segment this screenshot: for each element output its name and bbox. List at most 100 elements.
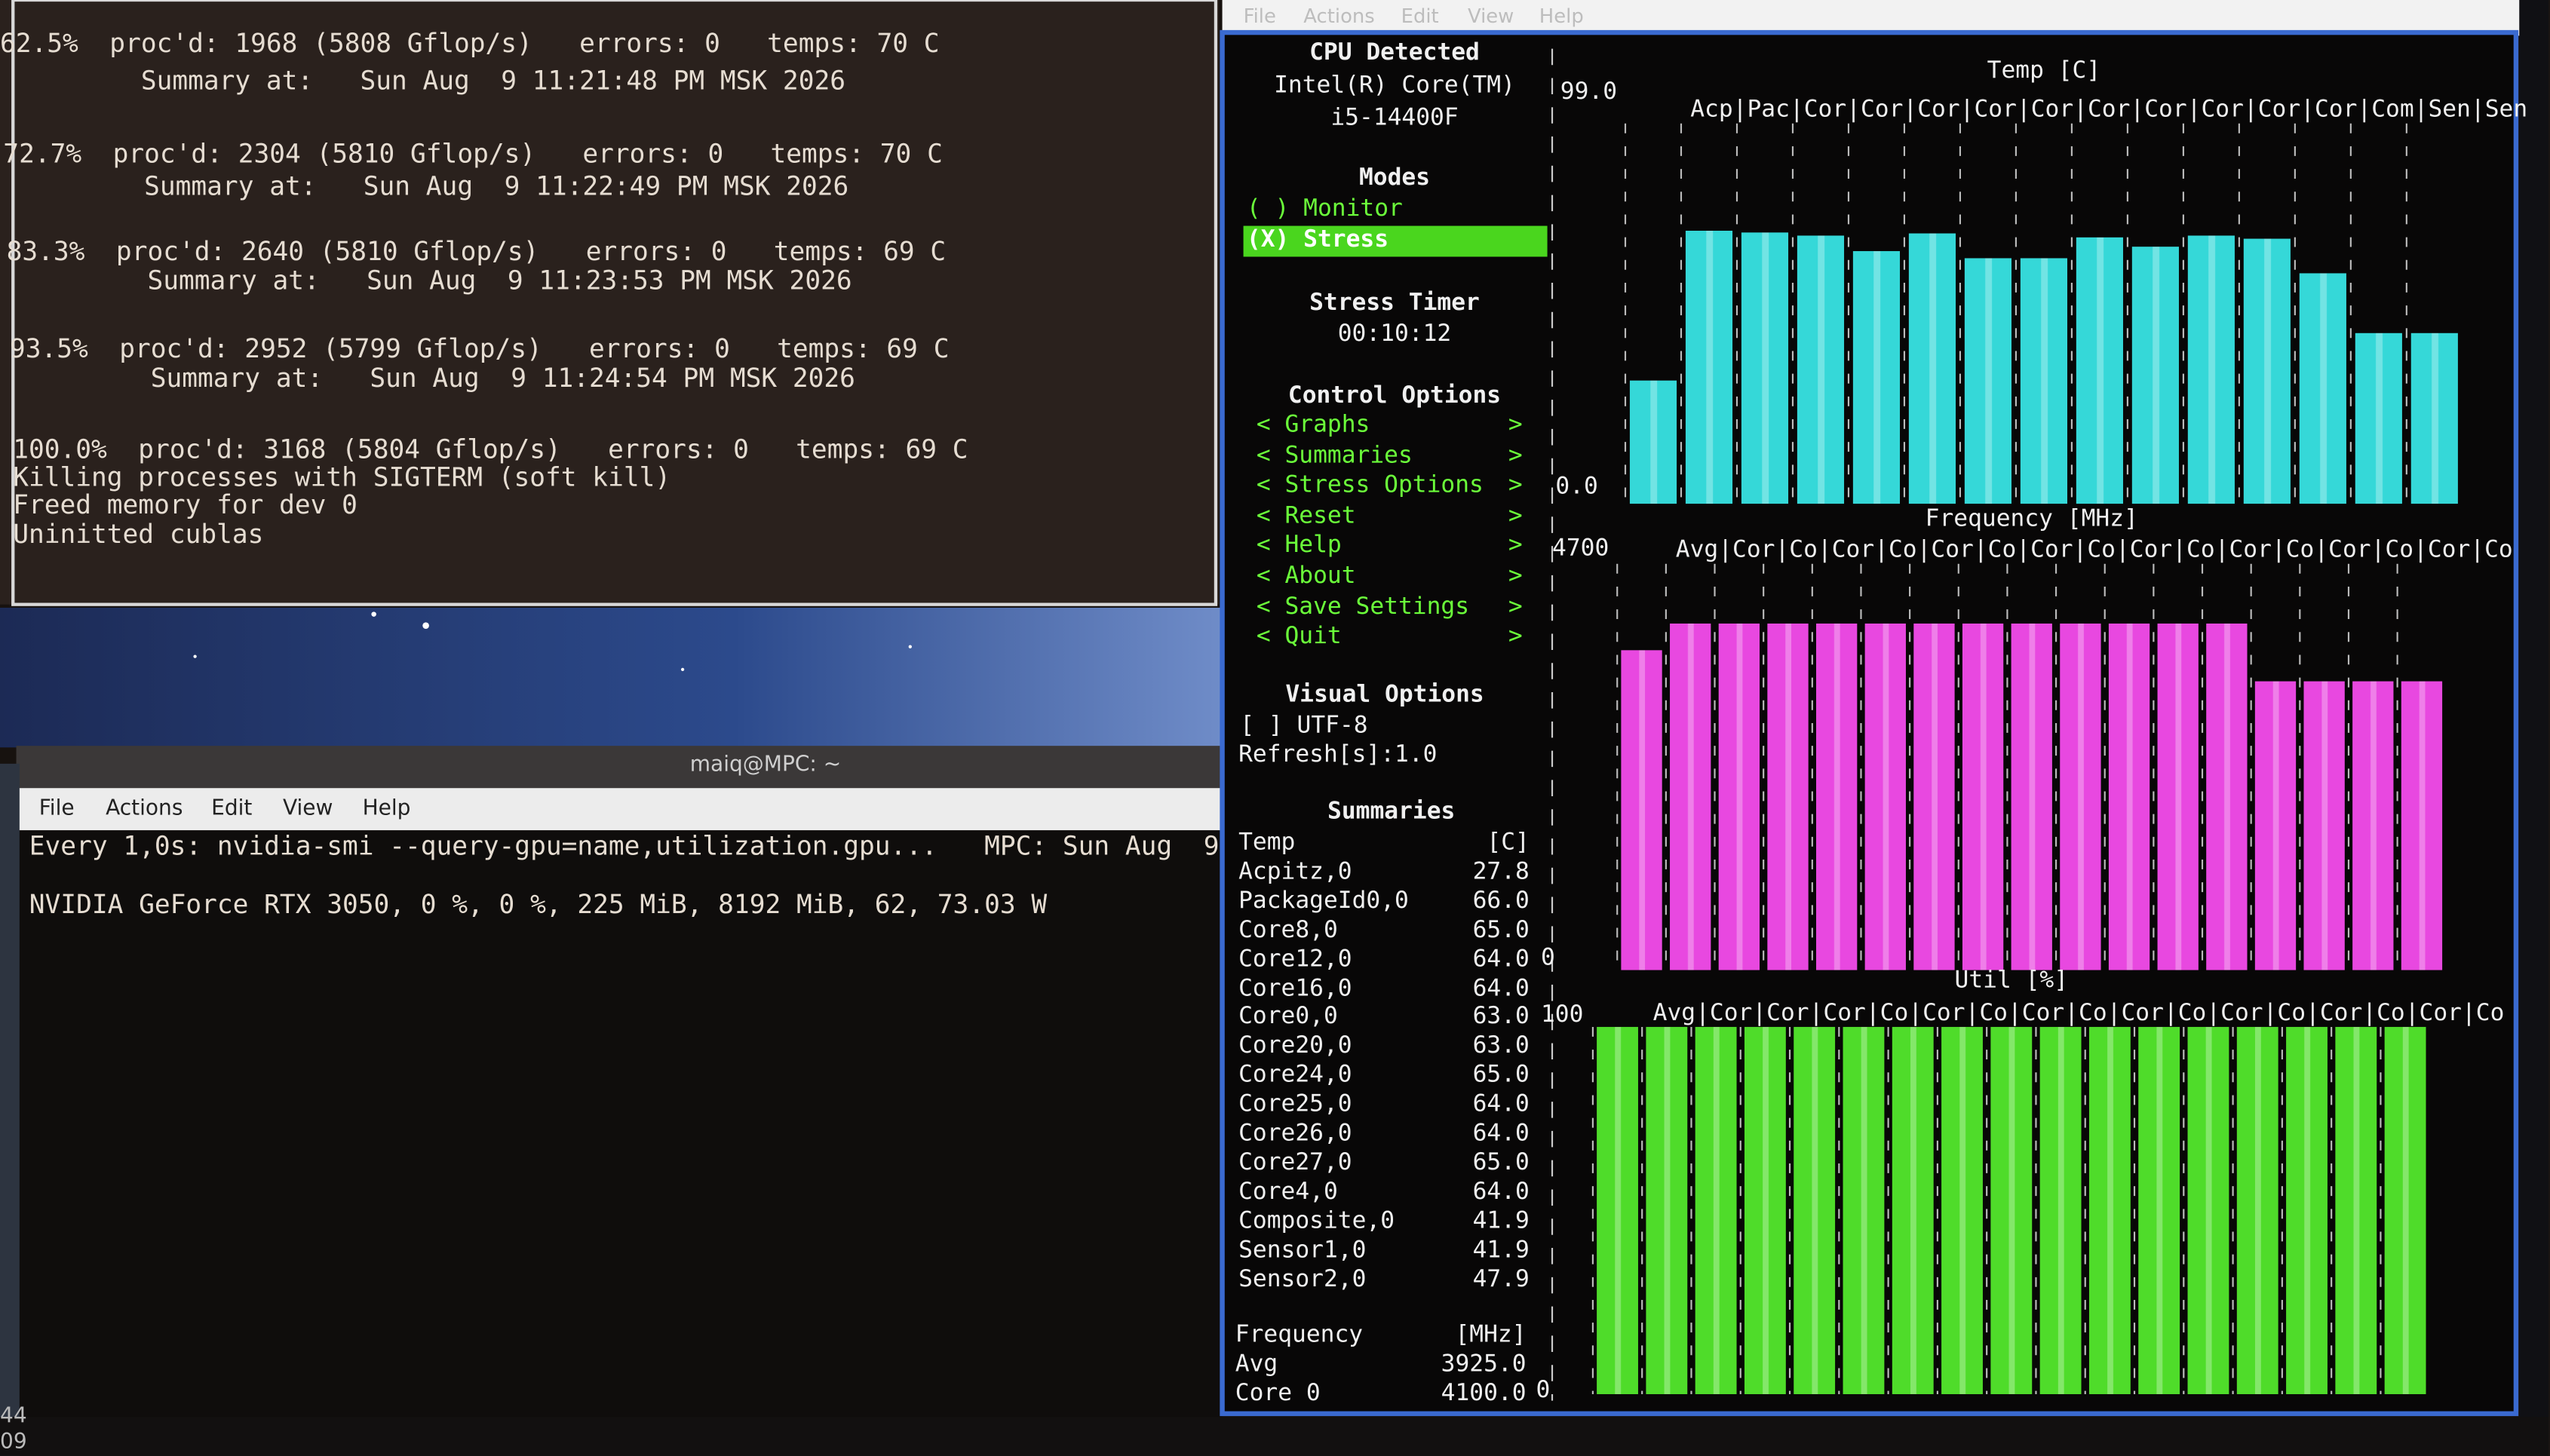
terminal-line: 83.3% proc'd: 2640 (5810 Gflop/s) errors…	[6, 235, 947, 267]
title-bar	[16, 746, 1223, 789]
bar	[2039, 1026, 2082, 1394]
graph-title: Temp [C]	[1987, 58, 2101, 84]
control-option: < Graphs	[1256, 412, 1370, 439]
bar	[1685, 231, 1733, 504]
bar	[1941, 1026, 1983, 1394]
stui-menu-bar	[1222, 0, 2523, 36]
heading: Modes	[1358, 165, 1431, 192]
summary-name: Acpitz,0	[1238, 859, 1352, 885]
control-arrow: >	[1508, 412, 1523, 439]
menu-item: Help	[1539, 5, 1584, 28]
summary-value: 65.0	[1472, 1149, 1530, 1176]
terminal-line: 62.5% proc'd: 1968 (5808 Gflop/s) errors…	[0, 27, 940, 59]
bar	[1843, 1026, 1885, 1394]
summary-value: 64.0	[1472, 1120, 1530, 1147]
bar	[2020, 258, 2067, 504]
control-option: < Save Settings	[1256, 593, 1470, 620]
control-option: < About	[1256, 563, 1356, 590]
bar	[1964, 258, 2011, 504]
bar	[1695, 1026, 1737, 1394]
menu-bar	[16, 788, 1223, 831]
terminal-line: Summary at: Sun Aug 9 11:22:49 PM MSK 20…	[3, 170, 849, 202]
bar	[2254, 681, 2297, 970]
summary-name: Core25,0	[1238, 1091, 1352, 1118]
control-option: < Stress Options	[1256, 472, 1484, 499]
window-title: maiq@MPC: ~	[689, 753, 842, 778]
heading: CPU Detected	[1309, 40, 1480, 66]
y-tick-label: 99.0	[1560, 79, 1618, 106]
summary-name: Core24,0	[1238, 1062, 1352, 1089]
menu-item: File	[38, 797, 75, 822]
summary-value: 4100.0	[1441, 1381, 1527, 1407]
bar	[2187, 1026, 2229, 1394]
summary-value: 64.0	[1472, 1179, 1530, 1206]
bar	[1646, 1026, 1688, 1394]
bar	[1908, 233, 1956, 504]
bottom-terminal	[16, 830, 1223, 1419]
bar	[1852, 251, 1901, 504]
bar	[2286, 1026, 2328, 1394]
bar	[1670, 623, 1711, 970]
summary-value: 64.0	[1472, 1091, 1530, 1118]
control-arrow: >	[1508, 533, 1523, 559]
summary-name: Sensor2,0	[1238, 1266, 1367, 1292]
menu-item: File	[1243, 5, 1276, 28]
bar	[2187, 235, 2235, 504]
summary-value: 3925.0	[1441, 1351, 1527, 1378]
bar	[1741, 232, 1789, 504]
terminal-line: NVIDIA GeForce RTX 3050, 0 %, 0 %, 225 M…	[29, 888, 1048, 920]
bar	[1718, 623, 1760, 970]
bar	[1744, 1026, 1786, 1394]
control-arrow: >	[1508, 563, 1523, 590]
graph-title: Util [%]	[1954, 967, 2069, 995]
top-terminal	[0, 0, 1220, 605]
bar	[2410, 333, 2458, 504]
bar	[2088, 1026, 2131, 1394]
terminal-line: Uninitted cublas	[13, 518, 264, 550]
summary-name: PackageId0,0	[1238, 887, 1409, 915]
bar	[1621, 650, 1662, 970]
graph-columns: Avg|Cor|Cor|Cor|Co|Cor|Co|Cor|Co|Cor|Co|…	[1652, 1000, 2505, 1027]
bar	[2011, 623, 2052, 970]
summary-value: 41.9	[1472, 1237, 1530, 1264]
visual-option: Refresh[s]:1.0	[1238, 742, 1438, 768]
bar	[2243, 238, 2291, 504]
control-option: < Quit	[1256, 624, 1342, 650]
heading: Summaries	[1327, 799, 1456, 826]
terminal-line: Summary at: Sun Aug 9 11:23:53 PM MSK 20…	[6, 265, 852, 296]
cpu-name: i5-14400F	[1330, 105, 1459, 132]
summary-value: [MHz]	[1455, 1322, 1527, 1349]
y-tick-label: 0	[1540, 945, 1555, 972]
visual-option: [ ] UTF-8	[1240, 713, 1368, 739]
control-arrow: >	[1508, 442, 1523, 469]
control-arrow: >	[1508, 624, 1523, 650]
desktop	[0, 607, 1223, 748]
cpu-name: Intel(R) Core(TM)	[1274, 72, 1515, 99]
bar	[2108, 623, 2150, 970]
summary-name: Core20,0	[1238, 1033, 1352, 1060]
summary-name: Core8,0	[1238, 917, 1338, 943]
bar	[1597, 1026, 1638, 1394]
bar	[2236, 1026, 2278, 1394]
bar	[1962, 623, 2004, 970]
taskbar-text: 09	[0, 1430, 27, 1455]
stress-highlight	[1243, 225, 1548, 257]
summary-name: Composite,0	[1238, 1208, 1395, 1234]
summary-name: Avg	[1235, 1351, 1278, 1378]
control-arrow: >	[1508, 503, 1523, 529]
bar	[1767, 623, 1809, 970]
bar	[2157, 623, 2199, 970]
summary-name: Core 0	[1235, 1381, 1321, 1407]
control-option: < Summaries	[1256, 442, 1413, 469]
bar	[1864, 623, 1906, 970]
summary-name: Core0,0	[1238, 1004, 1338, 1031]
summary-name: Core16,0	[1238, 975, 1352, 1002]
summary-value: 63.0	[1472, 1033, 1530, 1060]
heading: Control Options	[1287, 383, 1502, 409]
y-tick-label: 0	[1536, 1377, 1551, 1404]
bar	[2060, 623, 2101, 970]
bar	[1913, 623, 1955, 970]
summary-name: Core12,0	[1238, 946, 1352, 973]
bar	[2384, 1026, 2426, 1394]
control-option: < Help	[1256, 533, 1342, 559]
